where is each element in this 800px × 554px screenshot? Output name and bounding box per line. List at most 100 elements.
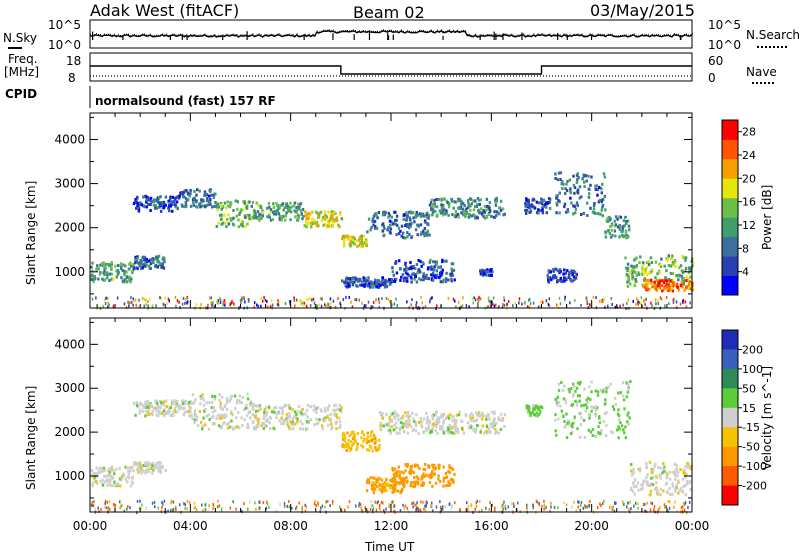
- echo-cell: [144, 414, 147, 418]
- noise-cell: [423, 507, 425, 511]
- echo-cell: [460, 419, 463, 423]
- echo-cell: [306, 415, 309, 419]
- noise-cell: [494, 506, 496, 510]
- echo-cell: [664, 471, 668, 475]
- noise-cell: [474, 507, 476, 511]
- echo-cell: [422, 214, 426, 218]
- noise-cell: [495, 303, 497, 307]
- echo-cell: [162, 266, 165, 270]
- echo-cell: [284, 202, 288, 206]
- echo-cell: [608, 218, 611, 222]
- noise-cell: [208, 296, 211, 300]
- echo-cell: [92, 276, 96, 280]
- echo-cell: [331, 213, 334, 217]
- echo-cell: [587, 187, 590, 191]
- noise-cell: [502, 509, 504, 513]
- echo-cell: [364, 283, 368, 287]
- echo-cell: [334, 421, 337, 425]
- echo-cell: [430, 273, 433, 277]
- echo-cell: [246, 423, 249, 426]
- noise-cell: [388, 503, 390, 507]
- echo-cell: [339, 424, 342, 428]
- noise-cell: [538, 503, 540, 507]
- echo-cell: [441, 207, 444, 211]
- echo-cell: [669, 284, 673, 288]
- echo-cell: [166, 412, 170, 415]
- echo-cell: [432, 274, 435, 278]
- echo-cell: [686, 482, 689, 486]
- echo-cell: [630, 463, 633, 466]
- noise-cell: [264, 298, 267, 302]
- echo-cell: [481, 212, 484, 216]
- noise-cell: [351, 305, 354, 309]
- echo-cell: [472, 208, 476, 212]
- echo-cell: [253, 426, 256, 429]
- echo-cell: [145, 406, 149, 409]
- echo-cell: [417, 268, 420, 272]
- echo-cell: [689, 269, 693, 273]
- echo-cell: [176, 207, 179, 211]
- echo-cell: [443, 197, 446, 201]
- echo-cell: [432, 271, 435, 275]
- echo-cell: [214, 409, 217, 413]
- noise-cell: [194, 505, 196, 509]
- echo-cell: [613, 229, 617, 233]
- echo-cell: [555, 275, 558, 279]
- echo-cell: [416, 213, 419, 217]
- echo-cell: [626, 390, 630, 394]
- echo-cell: [573, 278, 576, 282]
- echo-cell: [555, 201, 558, 205]
- noise-cell: [565, 503, 568, 507]
- noise-cell: [97, 506, 99, 510]
- echo-cell: [220, 416, 224, 420]
- echo-cell: [161, 411, 164, 415]
- echo-cell: [411, 484, 415, 488]
- echo-cell: [217, 221, 220, 225]
- echo-cell: [159, 461, 162, 464]
- echo-cell: [667, 283, 671, 287]
- noise-cell: [325, 500, 328, 504]
- echo-cell: [454, 430, 457, 434]
- echo-cell: [650, 280, 654, 284]
- echo-cell: [570, 387, 573, 390]
- noise-cell: [104, 501, 106, 505]
- echo-cell: [642, 268, 645, 272]
- noise-cell: [320, 304, 323, 308]
- echo-cell: [404, 236, 407, 240]
- echo-cell: [135, 404, 139, 408]
- echo-cell: [374, 278, 377, 282]
- echo-cell: [560, 182, 563, 186]
- echo-cell: [164, 469, 167, 472]
- x-tick-label: 20:00: [574, 519, 609, 533]
- echo-cell: [180, 191, 183, 195]
- echo-cell: [602, 387, 605, 391]
- echo-cell: [372, 220, 375, 224]
- echo-cell: [218, 213, 222, 217]
- echo-cell: [624, 425, 627, 429]
- noise-cell: [295, 507, 297, 511]
- echo-cell: [635, 256, 638, 260]
- noise-cell: [135, 511, 138, 515]
- echo-cell: [134, 200, 138, 204]
- echo-cell: [394, 483, 397, 487]
- echo-cell: [685, 275, 688, 279]
- echo-cell: [115, 269, 118, 273]
- noise-cell: [537, 305, 540, 309]
- echo-cell: [396, 481, 399, 485]
- echo-cell: [458, 410, 461, 414]
- echo-cell: [604, 208, 607, 212]
- noise-cell: [455, 305, 457, 309]
- echo-cell: [386, 228, 389, 232]
- noise-cell: [556, 303, 558, 307]
- echo-cell: [120, 477, 124, 481]
- echo-cell: [408, 233, 411, 236]
- echo-cell: [435, 273, 439, 277]
- noise-cell: [395, 297, 397, 301]
- noise-cell: [518, 297, 521, 301]
- echo-cell: [160, 401, 163, 405]
- echo-cell: [152, 203, 156, 207]
- noise-cell: [337, 297, 339, 300]
- noise-cell: [623, 503, 625, 506]
- echo-cell: [335, 427, 338, 430]
- echo-cell: [388, 219, 392, 223]
